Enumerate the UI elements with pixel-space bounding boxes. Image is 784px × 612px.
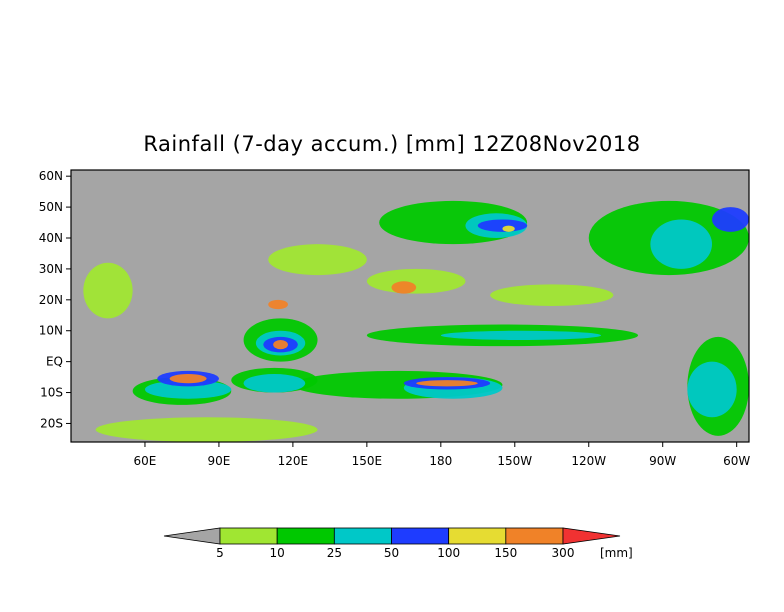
rainfall-region (440, 330, 602, 341)
y-tick-label: 30N (39, 262, 63, 276)
rainfall-region (273, 340, 288, 350)
colorbar-label: 100 (437, 546, 460, 560)
y-tick-label: EQ (46, 355, 63, 369)
colorbar-label: 150 (494, 546, 517, 560)
rainfall-region (169, 374, 207, 384)
rainfall-region (243, 374, 306, 393)
x-tick-label: 120W (571, 454, 606, 468)
colorbar-bin (276, 527, 335, 545)
rainfall-region (268, 299, 288, 310)
rainfall-region (366, 268, 466, 294)
colorbar-bin (219, 527, 278, 545)
colorbar-label: 25 (327, 546, 342, 560)
rainfall-region (712, 207, 749, 232)
x-tick-label: 120E (278, 454, 309, 468)
y-tick-label: 40N (39, 231, 63, 245)
rainfall-region (502, 225, 515, 232)
rainfall-region (268, 244, 367, 276)
y-tick-label: 20N (39, 293, 63, 307)
colorbar-label: 5 (216, 546, 224, 560)
y-tick-label: 10N (39, 324, 63, 338)
y-tick-label: 50N (39, 200, 63, 214)
y-tick-label: 10S (40, 386, 63, 400)
colorbar-unit: [mm] (600, 546, 633, 560)
rainfall-region (416, 380, 478, 387)
x-tick-label: 90E (207, 454, 230, 468)
rainfall-region (95, 417, 318, 442)
map-layer: 60E 90E 120E 150E 180 150W 120W 90W 60W 60N 50N 40N… (39, 169, 751, 468)
colorbar-label: 300 (552, 546, 575, 560)
y-tick-label: 20S (40, 416, 63, 430)
x-tick-label: 60W (723, 454, 750, 468)
rainfall-region (687, 361, 737, 418)
x-tick-label: 150E (352, 454, 383, 468)
x-tick-label: 180 (429, 454, 452, 468)
plot-frame (70, 169, 750, 443)
colorbar-over-arrow (562, 527, 621, 545)
colorbar-bin (505, 527, 564, 545)
y-tick-label: 60N (39, 169, 63, 183)
rainfall-region (650, 219, 713, 269)
colorbar-label: 50 (384, 546, 399, 560)
colorbar-bin (391, 527, 450, 545)
chart-title: Rainfall (7-day accum.) [mm] 12Z08Nov201… (143, 132, 641, 156)
colorbar-bin (448, 527, 507, 545)
colorbar-under-arrow (163, 527, 221, 545)
rainfall-region (477, 219, 528, 232)
colorbar-bin (333, 527, 392, 545)
rainfall-region (144, 380, 232, 399)
rainfall-region (83, 262, 133, 319)
rainfall-region (490, 284, 614, 306)
x-tick-label: 150W (497, 454, 532, 468)
x-tick-label: 90W (649, 454, 676, 468)
rainfall-region (391, 281, 417, 294)
colorbar-label: 10 (270, 546, 285, 560)
rainfall-regions (83, 200, 749, 442)
colorbar: 5 10 25 50 100 150 300 [mm] (163, 527, 633, 560)
x-tick-label: 60E (134, 454, 157, 468)
